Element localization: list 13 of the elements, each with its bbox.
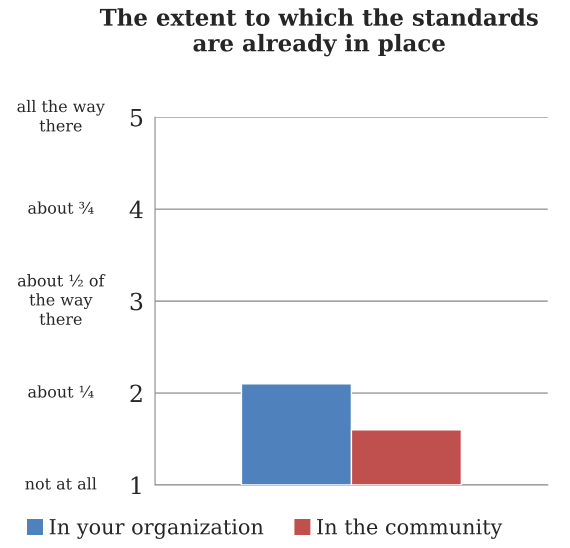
legend-label: In your organization — [50, 518, 264, 539]
text: not at all — [25, 477, 96, 490]
text: about ¼ — [28, 385, 94, 398]
y-tick-label: 5 — [130, 109, 142, 127]
y-tick-label: 4 — [130, 200, 143, 218]
y-tick-label: 2 — [130, 384, 142, 402]
legend-label: In the community — [317, 518, 502, 539]
chart-title: The extent to which the standards are already in place — [100, 8, 538, 56]
text: about ½ of the way there — [18, 274, 106, 325]
y-tick-label: 3 — [130, 292, 142, 310]
text: all the way there — [17, 100, 105, 132]
text: about ¾ — [28, 201, 94, 214]
y-tick-label: 1 — [132, 476, 141, 494]
